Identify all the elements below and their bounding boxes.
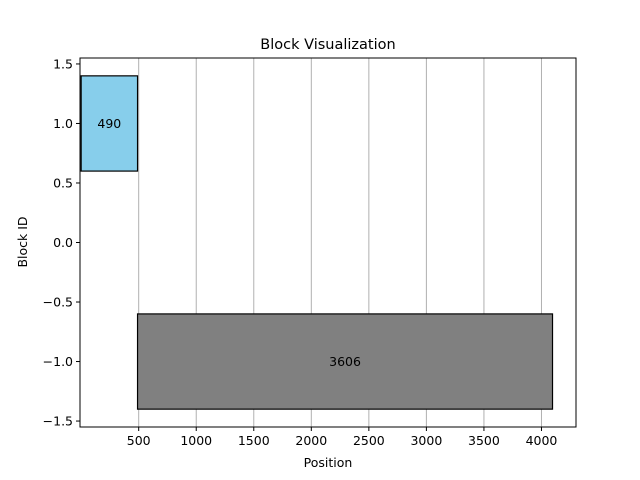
x-tick-label: 500 <box>127 433 151 448</box>
x-tick-label: 4000 <box>526 433 558 448</box>
y-tick-label: 0.0 <box>53 235 73 250</box>
grid-lines <box>138 58 542 427</box>
x-tick-label: 1500 <box>238 433 270 448</box>
y-axis-label: Block ID <box>15 216 30 267</box>
y-axis-ticks: 1.5 1.0 0.5 0.0 −0.5 −1.0 −1.5 <box>43 56 80 429</box>
x-tick-label: 3000 <box>410 433 442 448</box>
block-bar <box>136 313 554 410</box>
y-tick-label: −1.5 <box>43 414 73 429</box>
x-tick-label: 2000 <box>295 433 327 448</box>
y-tick-label: 0.5 <box>53 175 73 190</box>
block-bar-label: 490 <box>97 116 121 131</box>
y-tick-label: 1.0 <box>53 116 73 131</box>
block-bar <box>80 75 139 172</box>
x-tick-label: 3500 <box>468 433 500 448</box>
x-axis-ticks: 500 1000 1500 2000 2500 3000 3500 4000 <box>127 427 558 448</box>
x-tick-label: 2500 <box>353 433 385 448</box>
bars: 490 3606 <box>80 75 554 410</box>
block-bar-label: 3606 <box>329 354 361 369</box>
y-tick-label: −1.0 <box>43 354 73 369</box>
y-tick-label: −0.5 <box>43 295 73 310</box>
chart-title: Block Visualization <box>260 37 395 53</box>
x-axis-label: Position <box>304 455 353 470</box>
x-tick-label: 1000 <box>180 433 212 448</box>
y-tick-label: 1.5 <box>53 56 73 71</box>
